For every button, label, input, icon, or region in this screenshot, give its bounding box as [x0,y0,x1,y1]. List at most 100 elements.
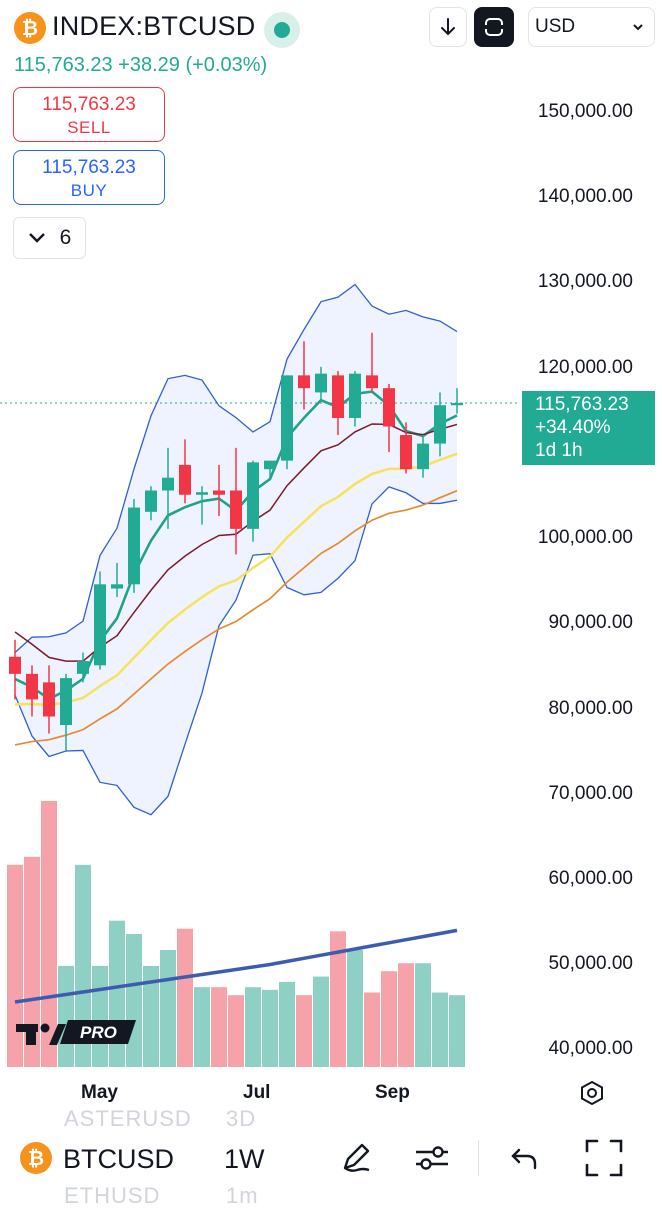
draw-pen-icon [343,1143,370,1172]
candle-body [332,375,344,419]
candle-body [383,388,395,427]
undo-button[interactable] [505,1138,545,1183]
candle-body [434,405,446,444]
candle-body [451,402,463,406]
candle-body [230,490,242,529]
candle-body [77,661,89,674]
chevron-down-icon [28,233,45,243]
candle-body [196,492,208,495]
volume-bar [75,864,91,1067]
bollinger-lower-line [14,486,458,816]
candle-body [417,443,429,470]
price-axis-label: 80,000.00 [548,698,633,719]
volume-bar [313,976,329,1067]
download-button[interactable] [429,7,467,47]
candle-body [9,656,21,674]
candle-body [281,375,293,461]
bitcoin-icon: ₿ [20,1142,52,1174]
fullscreen-button[interactable] [474,7,514,47]
logo-pro-text: PRO [80,1023,117,1042]
ema-very-long-line [14,489,458,746]
volume-bar [415,963,431,1067]
buy-price: 115,763.23 [42,157,136,178]
price-axis-label: 50,000.00 [548,953,633,974]
bar-countdown: 1d 1h [535,440,583,461]
indicators-toggle[interactable]: 6 [13,217,86,259]
price-axis-label: 90,000.00 [548,612,633,633]
candle-body [145,490,157,512]
candle-body [128,507,140,585]
price-axis-label: 150,000.00 [537,101,633,122]
tradingview-pro-logo: PRO [16,1017,136,1047]
interval-button[interactable]: 1W [224,1144,265,1174]
toolbar-divider [478,1140,479,1176]
volume-bar [381,971,397,1067]
volume-bar [177,928,193,1067]
buy-button[interactable]: 115,763.23 BUY [13,150,165,205]
volume-bar [398,963,414,1067]
volume-bar [24,856,40,1067]
candle-body [43,682,55,717]
sell-button[interactable]: 115,763.23 SELL [13,87,165,142]
fullscreen-icon [484,18,504,36]
price-chart[interactable] [0,0,520,1070]
current-price-tag: 115,763.23 +34.40% 1d 1h [522,391,655,465]
candle-body [247,462,259,529]
time-axis-label: Sep [375,1082,410,1103]
expand-icon [585,1139,623,1177]
volume-bar [432,992,448,1067]
sell-label: SELL [67,118,111,137]
volume-bar [449,995,465,1067]
current-price: 115,763.23 [535,394,629,415]
volume-bar [279,981,295,1067]
volume-bar [228,995,244,1067]
expand-button[interactable] [583,1137,625,1184]
volume-bar [7,864,23,1067]
symbol-title[interactable]: INDEX:BTCUSD [52,11,256,41]
candle-body [179,464,191,495]
volume-bar [262,989,278,1067]
candle-body [366,375,378,389]
price-change-percent: +34.40% [535,417,611,438]
bottom-symbol-button[interactable]: BTCUSD [63,1144,175,1174]
ghost-list-symbol: ASTERUSD [64,1106,192,1131]
volume-ma-line [14,928,458,1004]
indicators-button[interactable] [412,1138,452,1183]
currency-select[interactable]: USD [528,7,655,47]
volume-bar [194,987,210,1067]
candle-body [400,435,412,470]
volume-bar [41,801,57,1067]
candle-body [213,490,225,495]
indicators-count: 6 [59,226,72,249]
candle-body [26,673,38,700]
candle-body [264,460,276,470]
price-axis-label: 130,000.00 [537,271,633,292]
price-axis-label: 40,000.00 [548,1038,633,1059]
time-axis-label: May [81,1082,118,1103]
draw-button[interactable] [335,1138,375,1183]
volume-bar [211,987,227,1067]
candle-body [111,584,123,589]
volume-bar [126,934,142,1067]
chart-settings-button[interactable] [579,1080,605,1111]
bitcoin-icon: ₿ [14,12,46,44]
price-axis-label: 60,000.00 [548,868,633,889]
chevron-down-icon [633,24,643,31]
chart-header: ₿ INDEX:BTCUSD USD 115,763.23 +38.29 (+0… [0,0,662,90]
time-axis-label: Jul [243,1082,271,1103]
candle-body [315,373,327,393]
volume-bar [347,949,363,1067]
candle-body [162,477,174,491]
volume-bar [143,965,159,1067]
volume-bar [160,949,176,1067]
market-status-icon[interactable] [264,12,300,48]
indicator-sliders-icon [416,1146,448,1170]
download-icon [441,18,455,36]
ema-long-line [14,452,458,707]
bollinger-upper-line [14,283,458,654]
price-axis-label: 120,000.00 [537,357,633,378]
candle-body [298,375,310,389]
sell-price: 115,763.23 [42,94,136,115]
settings-hexagon-icon [581,1080,603,1106]
volume-bar [330,931,346,1067]
